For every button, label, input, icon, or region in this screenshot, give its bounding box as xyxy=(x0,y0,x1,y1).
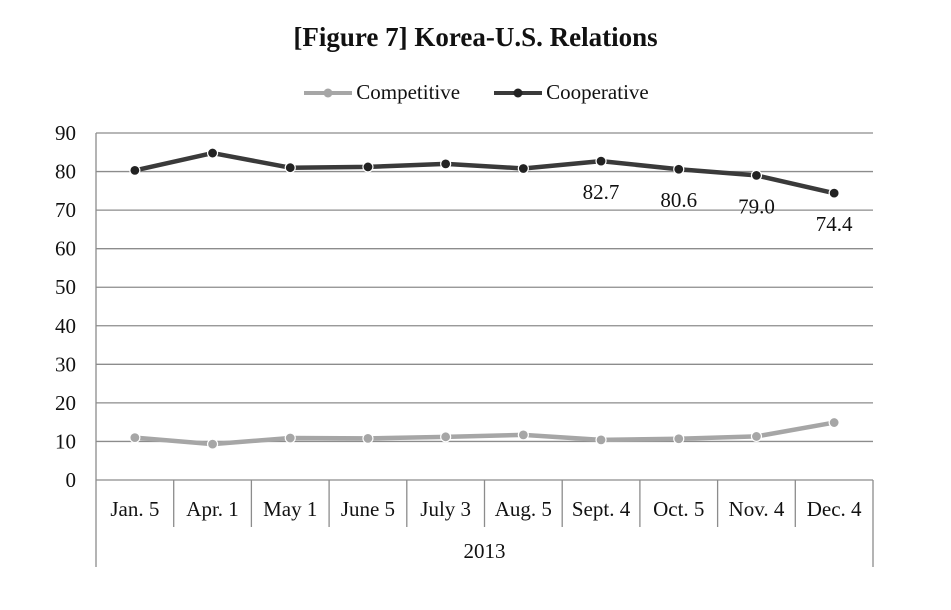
x-tick-label: Apr. 1 xyxy=(186,497,239,521)
legend-item-cooperative: Cooperative xyxy=(492,80,649,105)
data-point-competitive xyxy=(440,431,452,443)
legend-item-competitive: Competitive xyxy=(302,80,460,105)
y-tick-label: 10 xyxy=(55,429,76,453)
x-tick-label: Nov. 4 xyxy=(729,497,785,521)
data-label-cooperative: 82.7 xyxy=(583,180,620,204)
chart-title: [Figure 7] Korea-U.S. Relations xyxy=(293,22,658,52)
data-label-cooperative: 80.6 xyxy=(660,188,697,212)
data-point-competitive xyxy=(750,430,763,443)
data-point-cooperative xyxy=(440,158,452,170)
y-tick-label: 20 xyxy=(55,391,76,415)
legend-label-competitive: Competitive xyxy=(356,80,461,104)
x-tick-label: May 1 xyxy=(263,497,317,521)
data-point-competitive xyxy=(673,433,685,445)
data-point-competitive xyxy=(595,434,607,446)
x-tick-label: Oct. 5 xyxy=(653,497,704,521)
legend-marker-competitive xyxy=(304,88,353,97)
data-point-cooperative xyxy=(129,164,141,176)
data-point-cooperative xyxy=(828,187,840,199)
data-point-cooperative xyxy=(673,163,685,175)
y-tick-label: 90 xyxy=(55,121,76,145)
x-tick-label: Jan. 5 xyxy=(110,497,159,521)
data-point-competitive xyxy=(284,432,296,444)
x-tick-label: June 5 xyxy=(341,497,395,521)
legend-marker-cooperative xyxy=(494,88,543,97)
data-label-cooperative: 79.0 xyxy=(738,194,775,218)
data-point-competitive xyxy=(828,416,840,429)
data-point-cooperative xyxy=(206,147,219,159)
data-point-cooperative xyxy=(595,155,607,167)
y-tick-label: 50 xyxy=(55,275,76,299)
legend: Competitive Cooperative xyxy=(0,80,951,105)
y-tick-label: 60 xyxy=(55,237,76,261)
series-line-cooperative xyxy=(134,150,835,196)
y-tick-label: 30 xyxy=(55,352,76,376)
x-tick-label: July 3 xyxy=(420,497,471,521)
y-tick-label: 0 xyxy=(66,468,77,492)
series-line-competitive xyxy=(134,420,835,447)
data-point-competitive xyxy=(129,431,141,444)
data-point-cooperative xyxy=(750,169,763,182)
legend-label-cooperative: Cooperative xyxy=(546,80,649,104)
x-tick-label: Aug. 5 xyxy=(495,497,552,521)
data-point-cooperative xyxy=(517,162,529,175)
data-point-competitive xyxy=(206,438,219,450)
data-point-cooperative xyxy=(284,162,296,174)
data-point-cooperative xyxy=(362,161,374,173)
x-group-label: 2013 xyxy=(464,539,506,563)
x-tick-label: Dec. 4 xyxy=(807,497,862,521)
y-tick-label: 70 xyxy=(55,198,76,222)
data-point-competitive xyxy=(362,432,374,444)
y-tick-label: 40 xyxy=(55,314,76,338)
data-label-cooperative: 74.4 xyxy=(816,212,853,236)
x-tick-label: Sept. 4 xyxy=(572,497,631,521)
data-point-competitive xyxy=(517,429,529,441)
y-tick-label: 80 xyxy=(55,160,76,184)
